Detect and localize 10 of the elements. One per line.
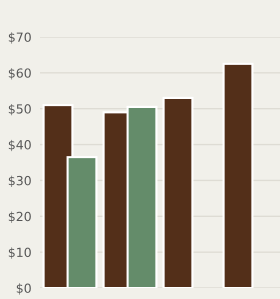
y-tick-label: $60 xyxy=(8,68,31,80)
y-tick-label: $50 xyxy=(8,104,31,116)
bar xyxy=(162,96,194,288)
y-tick-label: $70 xyxy=(8,32,31,44)
y-tick-label: $40 xyxy=(8,140,31,152)
y-tick-label: $30 xyxy=(8,176,31,188)
y-tick-label: $20 xyxy=(8,212,31,223)
y-tick-label: $0 xyxy=(16,283,31,295)
y-tick-label: $10 xyxy=(8,247,31,259)
bar xyxy=(222,62,254,288)
